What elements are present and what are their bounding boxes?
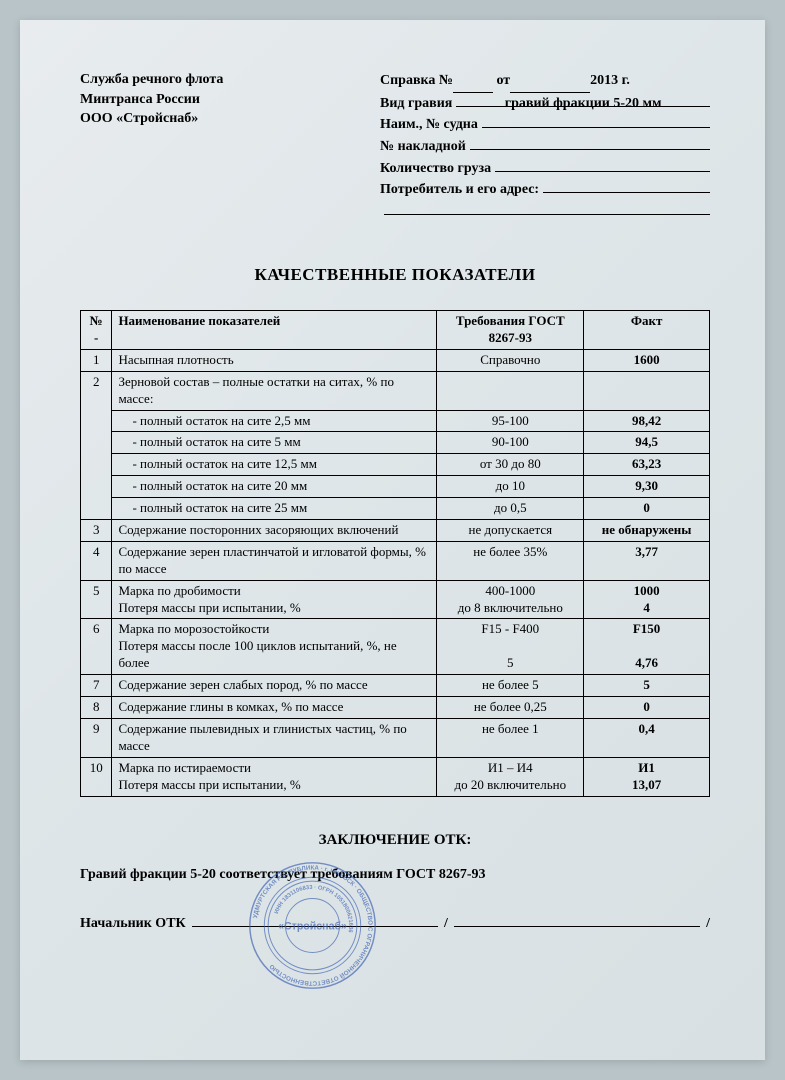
table-row: - полный остаток на сите 5 мм 90-100 94,…: [81, 432, 710, 454]
table-body: 1 Насыпная плотность Справочно 1600 2 Зе…: [81, 349, 710, 796]
header-left: Служба речного флота Минтранса России ОО…: [80, 70, 223, 215]
sign-label: Начальник ОТК: [80, 916, 186, 932]
col-fact-header: Факт: [584, 311, 710, 350]
table-row: - полный остаток на сите 2,5 мм 95-100 9…: [81, 410, 710, 432]
invoice-line: № накладной: [380, 136, 710, 158]
qty-line: Количество груза: [380, 158, 710, 180]
consumer-line-2: [380, 201, 710, 215]
vessel-line: Наим., № судна: [380, 114, 710, 136]
table-row: 4 Содержание зерен пластинчатой и иглова…: [81, 541, 710, 580]
stamp-icon: УДМУРТСКАЯ РЕСПУБЛИКА · г. ИЖЕВСК · ОБЩЕ…: [245, 858, 380, 993]
header: Служба речного флота Минтранса России ОО…: [80, 70, 710, 215]
table-row: - полный остаток на сите 20 мм до 10 9,3…: [81, 476, 710, 498]
col-num-header: №-: [81, 311, 112, 350]
table-row: 8 Содержание глины в комках, % по массе …: [81, 697, 710, 719]
table-row: 2 Зерновой состав – полные остатки на си…: [81, 371, 710, 410]
slash: /: [706, 916, 710, 932]
table-row: 5 Марка по дробимостиПотеря массы при ис…: [81, 580, 710, 619]
main-title: КАЧЕСТВЕННЫЕ ПОКАЗАТЕЛИ: [80, 265, 710, 285]
table-row: 10 Марка по истираемостиПотеря массы при…: [81, 757, 710, 796]
col-req-header: Требования ГОСТ 8267-93: [437, 311, 584, 350]
table-row: - полный остаток на сите 25 мм до 0,5 0: [81, 498, 710, 520]
table-row: 3 Содержание посторонних засоряющих вклю…: [81, 520, 710, 542]
ref-line: Справка № от 2013 г.: [380, 70, 710, 93]
gravel-line: Вид гравия гравий фракции 5-20 мм: [380, 93, 710, 115]
signature-line: Начальник ОТК / / УДМУРТСКАЯ РЕСПУБЛИКА …: [80, 913, 710, 932]
conclusion-text: Гравий фракции 5-20 соответствует требов…: [80, 867, 710, 883]
org-line-1: Служба речного флота: [80, 70, 223, 90]
slash: /: [444, 916, 448, 932]
quality-table: №- Наименование показателей Требования Г…: [80, 310, 710, 796]
org-line-3: ООО «Стройснаб»: [80, 109, 223, 129]
table-row: 7 Содержание зерен слабых пород, % по ма…: [81, 675, 710, 697]
svg-text:«Стройснаб»: «Стройснаб»: [278, 920, 347, 932]
header-right: Справка № от 2013 г. Вид гравия гравий ф…: [380, 70, 710, 215]
consumer-line: Потребитель и его адрес:: [380, 179, 710, 201]
conclusion-title: ЗАКЛЮЧЕНИЕ ОТК:: [80, 832, 710, 849]
table-row: 6 Марка по морозостойкостиПотеря массы п…: [81, 619, 710, 675]
document-page: Служба речного флота Минтранса России ОО…: [20, 20, 765, 1060]
table-row: 1 Насыпная плотность Справочно 1600: [81, 349, 710, 371]
org-line-2: Минтранса России: [80, 90, 223, 110]
col-name-header: Наименование показателей: [112, 311, 437, 350]
table-row: 9 Содержание пылевидных и глинистых част…: [81, 718, 710, 757]
table-row: - полный остаток на сите 12,5 мм от 30 д…: [81, 454, 710, 476]
table-header-row: №- Наименование показателей Требования Г…: [81, 311, 710, 350]
